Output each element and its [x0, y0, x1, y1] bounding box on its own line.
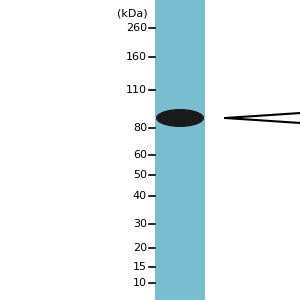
Text: 40: 40	[133, 191, 147, 201]
Ellipse shape	[156, 109, 204, 127]
Text: 260: 260	[126, 23, 147, 33]
Text: 20: 20	[133, 243, 147, 253]
Text: 60: 60	[133, 150, 147, 160]
Text: 50: 50	[133, 170, 147, 180]
Text: 15: 15	[133, 262, 147, 272]
Bar	[155, 0, 205, 300]
Text: 10: 10	[133, 278, 147, 288]
Text: 160: 160	[126, 52, 147, 62]
Text: 110: 110	[126, 85, 147, 95]
Text: (kDa): (kDa)	[117, 8, 148, 18]
Text: 80: 80	[133, 123, 147, 133]
Text: 30: 30	[133, 219, 147, 229]
